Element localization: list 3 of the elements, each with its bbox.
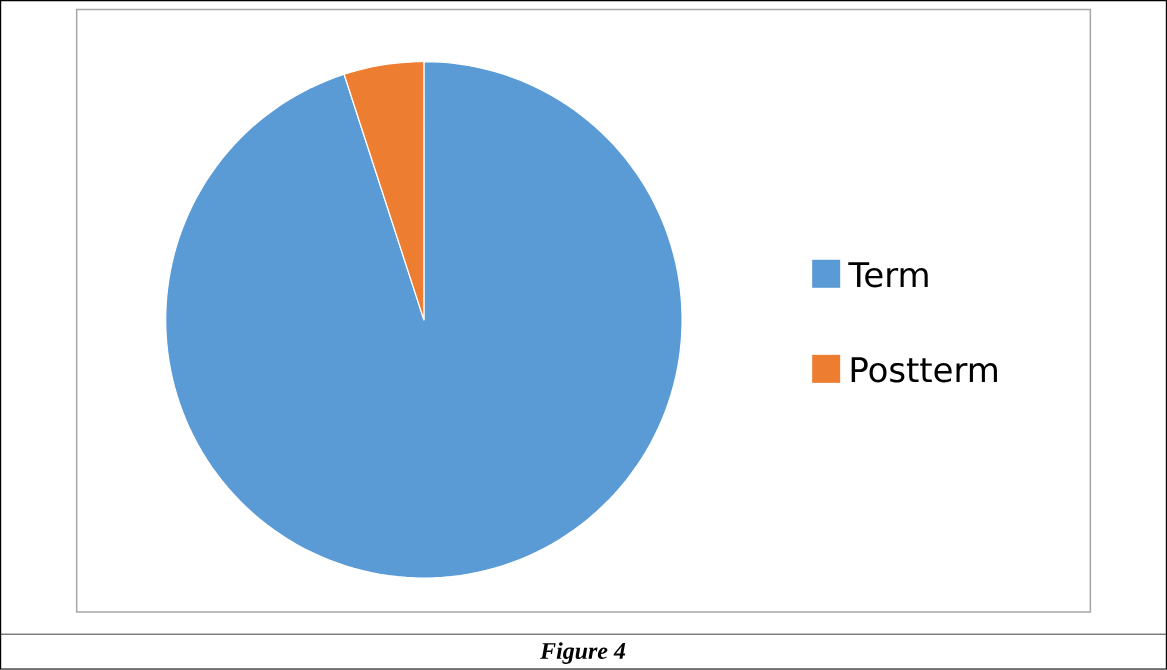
legend-label: Postterm [851,357,997,383]
caption: Figure 4 [540,642,626,665]
legend-label: Term [848,262,928,288]
